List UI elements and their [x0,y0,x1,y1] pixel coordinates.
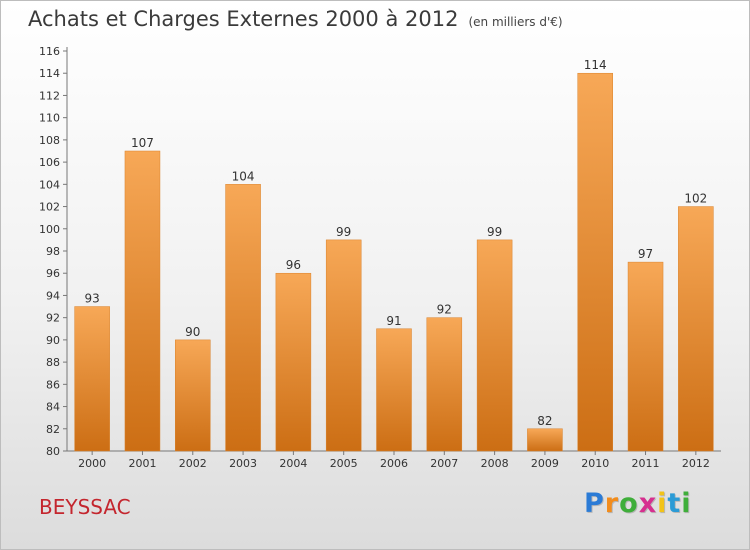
title-row: Achats et Charges Externes 2000 à 2012 (e… [28,7,563,31]
logo-letter: i [681,488,692,519]
y-tick-label: 112 [39,89,60,102]
y-tick-label: 84 [46,401,60,414]
bar [527,428,563,452]
bar-value-label: 99 [336,225,351,239]
y-tick-label: 88 [46,356,60,369]
proxiti-logo: Proxiti [584,488,692,519]
logo-letter: t [667,488,682,519]
bar [577,72,613,452]
logo-letter: r [604,488,620,519]
x-tick-label: 2003 [229,457,257,470]
y-tick-label: 98 [46,245,60,258]
x-tick-label: 2012 [682,457,710,470]
chart-subtitle: (en milliers d'€) [468,15,563,29]
bar [275,272,312,452]
y-tick-label: 110 [39,112,60,125]
x-tick-label: 2007 [430,457,458,470]
bar [325,239,362,452]
x-tick-label: 2009 [531,457,559,470]
bar-value-label: 90 [185,325,200,339]
x-tick-label: 2005 [330,457,358,470]
y-tick-label: 108 [39,134,60,147]
x-tick-label: 2008 [481,457,509,470]
x-tick-label: 2004 [279,457,307,470]
logo-letter: i [657,488,668,519]
x-tick-label: 2006 [380,457,408,470]
y-tick-label: 100 [39,223,60,236]
bar [678,206,714,452]
bar [175,339,211,452]
bar-value-label: 104 [232,169,255,183]
bar-value-label: 91 [386,314,401,328]
y-tick-label: 96 [46,267,60,280]
bar-value-label: 114 [584,58,607,72]
bar [376,328,412,452]
bar-value-label: 93 [85,292,100,306]
y-tick-label: 82 [46,423,60,436]
x-tick-label: 2002 [179,457,207,470]
y-tick-label: 80 [46,445,60,458]
x-tick-label: 2010 [581,457,609,470]
bar [627,261,664,452]
bar-value-label: 96 [286,258,301,272]
y-tick-label: 106 [39,156,60,169]
y-tick-label: 104 [39,178,60,191]
bar [476,239,513,452]
logo-letter: P [584,488,605,519]
bar [225,184,261,452]
x-tick-label: 2000 [78,457,106,470]
commune-name: BEYSSAC [39,495,131,519]
y-tick-label: 92 [46,312,60,325]
x-tick-label: 2001 [128,457,156,470]
x-tick-label: 2011 [632,457,660,470]
bar [74,306,110,452]
bar-value-label: 107 [131,136,154,150]
y-tick-label: 94 [46,289,60,302]
bar-value-label: 92 [437,303,452,317]
y-tick-label: 114 [39,67,60,80]
bar-value-label: 97 [638,247,653,261]
bar [426,317,463,452]
logo-letter: x [638,488,658,519]
y-tick-label: 116 [39,45,60,58]
logo-letter: o [619,488,639,519]
y-tick-label: 102 [39,201,60,214]
y-tick-label: 90 [46,334,60,347]
bar-value-label: 82 [537,414,552,428]
bar [124,150,161,452]
bar-value-label: 102 [684,192,707,206]
bar-value-label: 99 [487,225,502,239]
chart-title: Achats et Charges Externes 2000 à 2012 [28,7,459,31]
y-tick-label: 86 [46,378,60,391]
